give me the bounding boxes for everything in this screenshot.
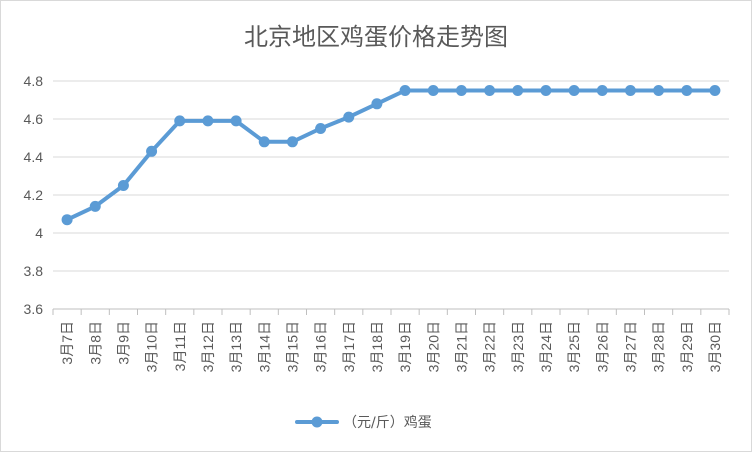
x-tick-label: 3月16日 <box>313 321 329 372</box>
x-tick-label: 3月22日 <box>482 321 498 372</box>
data-point <box>568 85 580 96</box>
x-tick-label: 3月12日 <box>200 321 216 372</box>
x-tick-label: 3月13日 <box>228 321 244 372</box>
x-tick-label: 3月20日 <box>425 321 441 372</box>
chart-title: 北京地区鸡蛋价格走势图 <box>244 23 508 51</box>
x-tick-label: 3月14日 <box>256 321 272 372</box>
data-point <box>286 136 298 148</box>
y-tick-label: 4.6 <box>24 111 44 127</box>
x-tick-label: 3月23日 <box>510 321 526 372</box>
data-point <box>455 85 467 96</box>
y-tick-label: 4.2 <box>24 187 44 203</box>
x-tick-label: 3月27日 <box>622 321 638 372</box>
y-tick-label: 4.8 <box>24 73 44 89</box>
data-point <box>484 85 496 96</box>
x-tick-label: 3月9日 <box>115 321 131 365</box>
series-layer <box>61 85 721 226</box>
data-point <box>681 85 693 96</box>
y-tick-label: 3.8 <box>24 263 44 279</box>
data-point <box>653 85 665 96</box>
x-tick-label: 3月25日 <box>566 321 582 372</box>
y-tick-label: 4.4 <box>24 149 44 165</box>
data-point <box>258 136 270 148</box>
data-point <box>202 115 214 127</box>
data-point <box>230 115 242 127</box>
data-point <box>371 98 383 110</box>
data-point <box>540 85 552 96</box>
x-tick-label: 3月24日 <box>538 321 554 372</box>
data-point <box>596 85 608 96</box>
series-line <box>65 88 717 222</box>
x-tick-label: 3月29日 <box>679 321 695 372</box>
x-tick-label: 3月11日 <box>172 321 188 371</box>
x-tick-label: 3月30日 <box>707 321 723 372</box>
x-tick-label: 3月8日 <box>87 321 103 365</box>
x-tick-label: 3月21日 <box>453 321 469 372</box>
y-axis-ticks: 3.6 3.8 4 4.2 4.4 4.6 4.8 <box>24 73 44 317</box>
data-point <box>315 123 327 134</box>
data-point <box>61 214 73 226</box>
data-point <box>427 85 439 96</box>
data-point <box>512 85 524 96</box>
y-tick-label: 3.6 <box>24 301 44 317</box>
data-point <box>624 85 636 96</box>
legend-label: （元/斤）鸡蛋 <box>343 414 432 431</box>
legend: （元/斤）鸡蛋 <box>295 414 432 431</box>
x-tick-label: 3月19日 <box>397 321 413 372</box>
x-tick-label: 3月26日 <box>594 321 610 372</box>
data-point <box>399 85 411 96</box>
x-tick-label: 3月18日 <box>369 321 385 372</box>
data-point <box>89 200 101 212</box>
grid-layer <box>53 80 729 310</box>
x-tick-label: 3月28日 <box>651 321 667 372</box>
y-tick-label: 4 <box>35 225 43 241</box>
legend-marker <box>311 416 323 428</box>
data-point <box>146 145 158 157</box>
x-tick-label: 3月7日 <box>59 321 75 365</box>
x-tick-label: 3月17日 <box>341 321 357 372</box>
x-tick-label: 3月15日 <box>284 321 300 372</box>
data-point <box>343 111 355 123</box>
x-tick-label: 3月10日 <box>144 321 160 372</box>
x-axis-ticks: 3月7日 3月8日 3月9日 3月10日 3月11日 3月12日 3月13日 3月14日 3月1… <box>52 309 730 372</box>
data-point <box>117 180 129 191</box>
data-point <box>174 115 186 127</box>
data-point <box>709 85 721 96</box>
